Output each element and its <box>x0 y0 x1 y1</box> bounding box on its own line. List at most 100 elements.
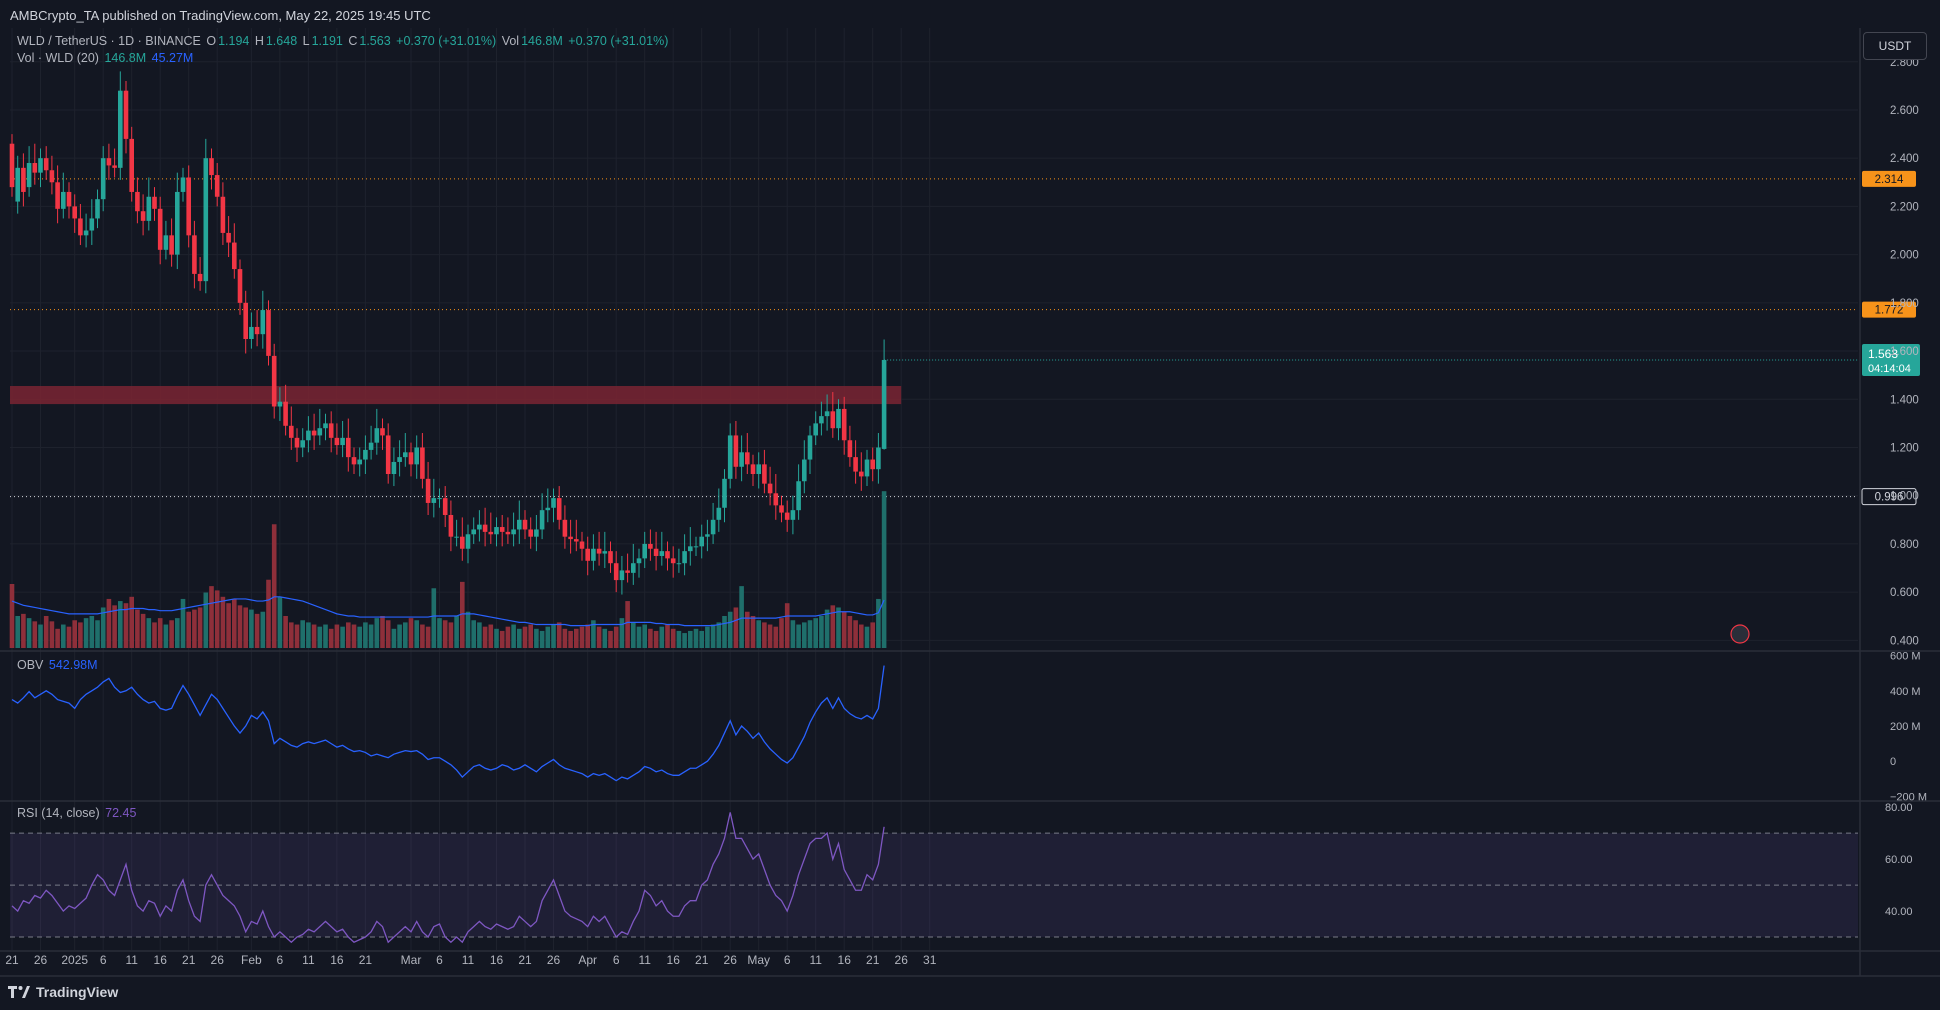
candle-body <box>140 211 146 221</box>
obv-legend[interactable]: OBV 542.98M <box>17 658 100 672</box>
volume-bar <box>431 588 437 648</box>
candle-body <box>197 273 203 282</box>
time-tick-label: Mar <box>401 953 422 967</box>
volume-bar <box>819 616 824 648</box>
volume-bar <box>289 622 294 648</box>
volume-legend-label[interactable]: Vol · WLD (20) <box>17 51 99 65</box>
candle-body <box>494 527 499 535</box>
volume-bar <box>762 622 767 648</box>
volume-bar <box>824 609 830 648</box>
candle-body <box>146 196 152 221</box>
rsi-tick-label: 40.00 <box>1885 906 1913 918</box>
candle-body <box>61 191 66 209</box>
candle-body <box>368 442 374 450</box>
candle-body <box>294 437 300 448</box>
volume-ma-line <box>11 596 885 627</box>
obv-legend-label[interactable]: OBV <box>17 658 44 672</box>
candle-body <box>876 447 881 470</box>
tradingview-logo-icon <box>8 985 30 1001</box>
volume-bar <box>556 622 562 648</box>
rsi-legend[interactable]: RSI (14, close) 72.45 <box>17 806 138 820</box>
main-legend[interactable]: WLD / TetherUS · 1D · BINANCE O 1.194 H 1.… <box>17 34 670 48</box>
volume-bar <box>368 624 374 648</box>
candle-body <box>699 536 704 547</box>
volume-bar <box>579 626 585 648</box>
volume-bar <box>631 622 636 648</box>
volume-bar <box>876 598 881 648</box>
candle-body <box>556 498 562 520</box>
candle-body <box>277 401 283 407</box>
candle-body <box>716 507 722 520</box>
candle-body <box>397 457 402 462</box>
candle-body <box>118 90 123 168</box>
candle-body <box>722 478 727 508</box>
candle-body <box>334 437 340 446</box>
candle-body <box>591 548 596 561</box>
candle-body <box>585 548 590 561</box>
time-tick-label: 6 <box>100 953 107 967</box>
candle-body <box>180 177 186 192</box>
volume-bar <box>750 616 756 648</box>
candle-body <box>112 165 117 168</box>
time-tick-label: 26 <box>895 953 909 967</box>
horizontal-levels: 2.314 1.772 0.996 <box>10 170 1917 506</box>
candle-body <box>226 232 231 243</box>
candle-body <box>653 548 659 556</box>
volume-bar <box>425 626 431 648</box>
volume-legend-value: 146.8M <box>104 51 147 65</box>
candle-body <box>739 452 744 467</box>
candle-body <box>100 158 106 200</box>
candle-body <box>562 519 568 537</box>
candle-body <box>670 558 676 564</box>
volume-legend[interactable]: Vol · WLD (20) 146.8M 45.27M <box>17 51 195 65</box>
rsi-legend-value: 72.45 <box>105 806 137 820</box>
volume-bars <box>9 491 887 648</box>
currency-button[interactable]: USDT <box>1863 32 1927 60</box>
rsi-legend-label[interactable]: RSI (14, close) <box>17 806 100 820</box>
volume-bar <box>859 624 864 648</box>
low-value: 1.191 <box>311 34 343 48</box>
candle-body <box>659 551 665 556</box>
volume-bar <box>83 618 89 648</box>
volume-bar <box>243 607 248 648</box>
candle-body <box>357 459 362 465</box>
candle-body <box>169 235 174 255</box>
high-value: 1.648 <box>265 34 298 48</box>
volume-bar <box>511 624 516 648</box>
volume-bar <box>853 620 858 648</box>
volume-bar <box>203 592 209 648</box>
candle-body <box>385 435 391 475</box>
candle-body <box>408 452 414 465</box>
time-tick-label: 26 <box>211 953 225 967</box>
tradingview-footer[interactable]: TradingView <box>8 984 118 1001</box>
time-tick-label: 11 <box>302 953 315 967</box>
candle-body <box>648 543 653 549</box>
volume-bar <box>15 616 20 648</box>
candle-body <box>522 519 528 530</box>
candle-body <box>214 175 220 197</box>
rsi-tick-label: 60.00 <box>1885 854 1913 866</box>
volume-bar <box>9 584 15 648</box>
obv-legend-value: 542.98M <box>48 658 98 672</box>
volume-bar <box>72 620 77 648</box>
candle-body <box>830 411 836 429</box>
candle-body <box>819 416 824 424</box>
volume-bar <box>38 624 43 648</box>
level-badge <box>1862 301 1916 318</box>
volume-bar <box>61 624 66 648</box>
open-label: O <box>206 34 217 48</box>
price-tick-label: 1.000 <box>1890 491 1919 503</box>
price-tick-label: 2.000 <box>1890 250 1919 262</box>
volume-bar <box>163 624 169 648</box>
time-tick-label: 21 <box>695 953 709 967</box>
candle-body <box>163 235 169 250</box>
tradingview-brand: TradingView <box>36 984 119 1000</box>
volume-bar <box>100 607 106 648</box>
symbol-label[interactable]: WLD / TetherUS · 1D · BINANCE <box>17 34 201 48</box>
time-tick-label: 11 <box>462 953 475 967</box>
countdown-label: 04:14:04 <box>1868 363 1911 375</box>
time-tick-label: 16 <box>838 953 852 967</box>
candle-body <box>847 440 853 458</box>
